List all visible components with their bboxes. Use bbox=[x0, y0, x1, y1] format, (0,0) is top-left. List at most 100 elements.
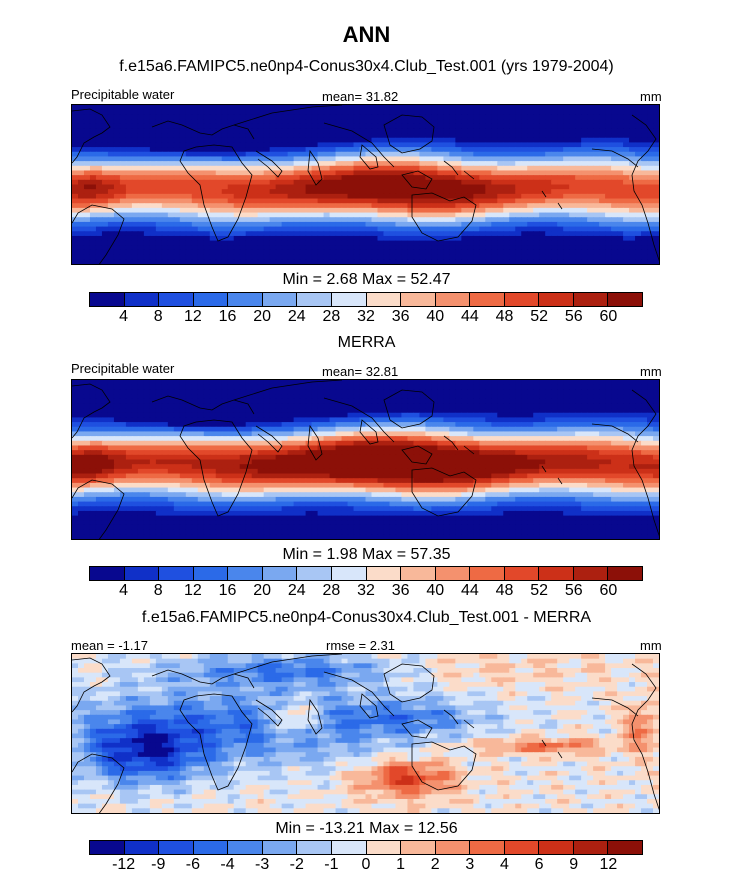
heatmap-cell bbox=[77, 189, 85, 195]
heatmap-cell bbox=[311, 128, 319, 134]
heatmap-cell bbox=[605, 422, 612, 428]
heatmap-cell bbox=[227, 179, 235, 186]
heatmap-cell bbox=[72, 389, 79, 395]
heatmap-cell bbox=[599, 403, 606, 409]
heatmap-cell bbox=[353, 450, 361, 456]
heatmap-cell bbox=[455, 184, 462, 190]
heatmap-cell bbox=[299, 105, 307, 111]
heatmap-cell bbox=[455, 394, 462, 400]
heatmap-cell bbox=[431, 193, 438, 200]
heatmap-cell bbox=[461, 221, 468, 228]
heatmap-cell bbox=[125, 436, 133, 442]
heatmap-cell bbox=[515, 231, 522, 237]
heatmap-cell bbox=[647, 235, 654, 242]
heatmap-cell bbox=[581, 105, 588, 111]
heatmap-cell bbox=[515, 147, 522, 153]
heatmap-cell bbox=[299, 412, 307, 419]
heatmap-cell bbox=[149, 198, 157, 204]
heatmap-cell bbox=[137, 422, 145, 428]
heatmap-cell bbox=[353, 412, 361, 419]
heatmap-cell bbox=[461, 105, 468, 111]
heatmap-cell bbox=[83, 119, 91, 125]
heatmap-cell bbox=[137, 254, 145, 260]
heatmap-cell bbox=[257, 179, 265, 186]
heatmap-cell bbox=[575, 142, 582, 148]
coastline bbox=[631, 114, 659, 262]
heatmap-cell bbox=[509, 240, 516, 246]
heatmap-cell bbox=[431, 226, 438, 232]
heatmap-cell bbox=[485, 245, 492, 251]
heatmap-cell bbox=[137, 417, 145, 423]
heatmap-cell bbox=[581, 417, 588, 423]
heatmap-cell bbox=[575, 156, 582, 162]
heatmap-cell bbox=[527, 109, 534, 115]
heatmap-cell bbox=[485, 193, 492, 200]
heatmap-cell bbox=[173, 217, 181, 223]
heatmap-cell bbox=[191, 417, 199, 423]
panel-2-mean-label: mean= 32.81 bbox=[322, 364, 399, 379]
heatmap-cell bbox=[101, 384, 109, 390]
heatmap-cell bbox=[605, 221, 612, 228]
heatmap-cell bbox=[197, 436, 205, 442]
heatmap-cell bbox=[305, 207, 313, 214]
heatmap-cell bbox=[605, 380, 612, 386]
heatmap-cell bbox=[365, 398, 373, 404]
heatmap-cell bbox=[83, 189, 91, 195]
heatmap-cell bbox=[89, 184, 97, 190]
heatmap-cell bbox=[371, 109, 379, 115]
heatmap-cell bbox=[575, 235, 582, 242]
heatmap-cell bbox=[623, 221, 630, 228]
coastline bbox=[255, 150, 283, 178]
heatmap-cell bbox=[473, 240, 480, 246]
heatmap-cell bbox=[359, 105, 367, 111]
heatmap-cell bbox=[131, 221, 139, 228]
heatmap-cell bbox=[239, 114, 247, 120]
heatmap-cell bbox=[113, 394, 121, 400]
heatmap-cell bbox=[353, 436, 361, 442]
heatmap-cell bbox=[353, 203, 361, 209]
heatmap-cell bbox=[623, 412, 630, 419]
heatmap-cell bbox=[221, 240, 229, 246]
heatmap-cell bbox=[311, 450, 319, 456]
heatmap-cell bbox=[269, 445, 277, 451]
heatmap-cell bbox=[467, 170, 474, 176]
heatmap-cell bbox=[77, 156, 85, 162]
heatmap-cell bbox=[329, 384, 337, 390]
heatmap-cell bbox=[353, 426, 361, 433]
heatmap-cell bbox=[179, 450, 187, 456]
heatmap-cell bbox=[605, 137, 612, 144]
heatmap-cell bbox=[503, 128, 510, 134]
heatmap-cell bbox=[389, 119, 397, 125]
heatmap-cell bbox=[197, 193, 205, 200]
heatmap-cell bbox=[545, 170, 552, 176]
heatmap-cell bbox=[461, 389, 468, 395]
heatmap-cell bbox=[545, 109, 552, 115]
heatmap-cell bbox=[269, 235, 277, 242]
heatmap-cell bbox=[455, 384, 462, 390]
heatmap-cell bbox=[359, 161, 367, 167]
heatmap-cell bbox=[353, 240, 361, 246]
heatmap-cell bbox=[473, 128, 480, 134]
heatmap-cell bbox=[365, 105, 373, 111]
heatmap-cell bbox=[485, 254, 492, 260]
heatmap-cell bbox=[287, 161, 295, 167]
heatmap-cell bbox=[317, 189, 325, 195]
heatmap-cell bbox=[281, 394, 289, 400]
heatmap-cell bbox=[581, 398, 588, 404]
heatmap-cell bbox=[233, 133, 241, 139]
heatmap-cell bbox=[407, 431, 415, 437]
heatmap-cell bbox=[299, 231, 307, 237]
heatmap-cell bbox=[443, 450, 450, 456]
heatmap-cell bbox=[617, 179, 624, 186]
heatmap-cell bbox=[533, 198, 540, 204]
heatmap-cell bbox=[245, 445, 253, 451]
heatmap-cell bbox=[419, 156, 426, 162]
heatmap-cell bbox=[329, 259, 337, 264]
heatmap-cell bbox=[563, 245, 570, 251]
heatmap-cell bbox=[119, 193, 127, 200]
heatmap-cell bbox=[401, 212, 409, 218]
heatmap-cell bbox=[617, 133, 624, 139]
heatmap-cell bbox=[503, 249, 510, 256]
heatmap-cell bbox=[329, 408, 337, 414]
heatmap-cell bbox=[653, 440, 659, 447]
